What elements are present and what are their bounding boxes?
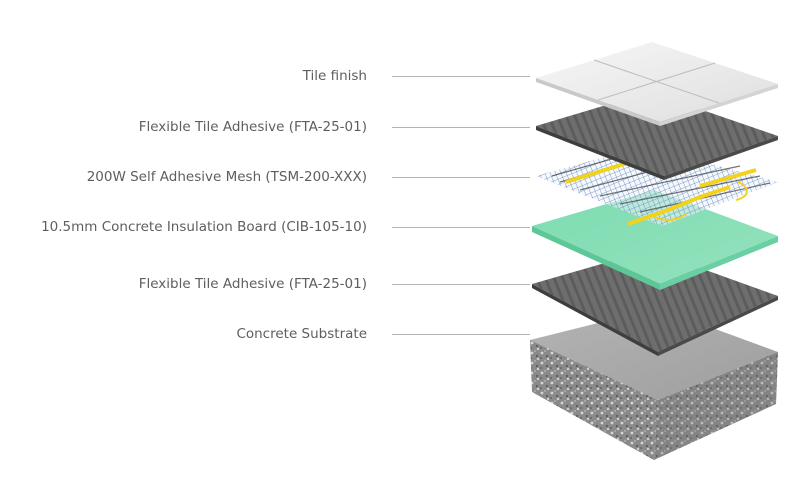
leader-line-mesh xyxy=(392,177,530,178)
adhesive-top-layer xyxy=(536,92,778,180)
insulation-board-layer xyxy=(532,190,778,290)
label-insulation-board: 10.5mm Concrete Insulation Board (CIB-10… xyxy=(41,219,367,235)
label-flexible-tile-adhesive-top: Flexible Tile Adhesive (FTA-25-01) xyxy=(138,119,367,135)
leader-line-insulation xyxy=(392,227,530,228)
label-flexible-tile-adhesive-bottom: Flexible Tile Adhesive (FTA-25-01) xyxy=(138,276,367,292)
label-self-adhesive-mesh: 200W Self Adhesive Mesh (TSM-200-XXX) xyxy=(86,169,367,185)
heating-mesh-layer xyxy=(536,146,778,226)
leader-line-substrate xyxy=(392,334,530,335)
adhesive-bottom-layer xyxy=(532,250,778,356)
label-concrete-substrate: Concrete Substrate xyxy=(236,326,367,342)
label-tile-finish: Tile finish xyxy=(302,68,367,84)
tile-finish-layer xyxy=(536,42,778,126)
leader-line-adhesive-bottom xyxy=(392,284,530,285)
concrete-substrate-layer xyxy=(530,308,778,460)
leader-line-tile-finish xyxy=(392,76,530,77)
leader-line-adhesive-top xyxy=(392,127,530,128)
